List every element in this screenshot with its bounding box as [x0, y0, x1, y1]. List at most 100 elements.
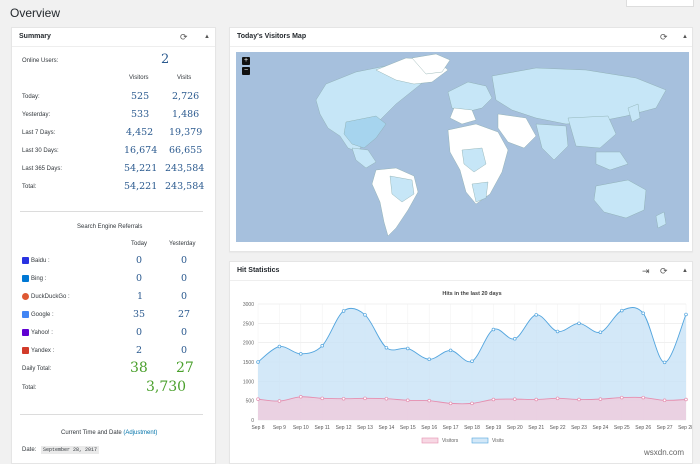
engine-today[interactable]: 0 — [136, 327, 143, 338]
export-icon[interactable]: ⇥ — [642, 266, 650, 276]
summary-row-visits[interactable]: 19,379 — [169, 127, 203, 138]
series-area-visitors — [258, 396, 686, 420]
summary-row-visitors[interactable]: 54,221 — [124, 163, 158, 174]
x-tick-label: Sep 8 — [251, 425, 264, 431]
data-point-visits — [534, 313, 538, 317]
summary-row-label: Last 365 Days: — [22, 166, 63, 172]
divider — [20, 211, 203, 212]
data-point-visitors — [384, 396, 389, 401]
baidu-icon — [22, 257, 29, 264]
collapse-arrow-icon[interactable]: ▲ — [682, 34, 688, 40]
x-tick-label: Sep 28 — [678, 425, 692, 431]
map-country — [593, 179, 647, 219]
hit-statistics-panel: Hit Statistics ⇥ ⟳ ▲ Hits in the last 20… — [229, 261, 693, 464]
time-date-title-text: Current Time and Date — [61, 430, 122, 436]
engine-today[interactable]: 0 — [136, 255, 143, 266]
x-tick-label: Sep 19 — [485, 425, 501, 431]
y-tick-label: 3000 — [243, 302, 254, 308]
engine-yesterday[interactable]: 0 — [181, 255, 188, 266]
y-tick-label: 500 — [246, 399, 255, 405]
summary-row-visitors[interactable]: 16,674 — [124, 145, 158, 156]
data-point-visits — [470, 359, 474, 363]
map-country — [411, 53, 451, 75]
data-point-visitors — [256, 397, 260, 401]
summary-row-visits[interactable]: 1,486 — [172, 109, 200, 120]
x-tick-label: Sep 12 — [336, 425, 352, 431]
engine-label: Yandex : — [31, 348, 55, 354]
data-point-visits — [662, 360, 667, 365]
engine-yesterday[interactable]: 27 — [178, 309, 191, 320]
legend-swatch-visits — [471, 437, 489, 444]
data-point-visitors — [534, 397, 538, 402]
divider — [20, 414, 203, 415]
x-tick-label: Sep 15 — [400, 425, 416, 431]
y-tick-label: 1500 — [243, 360, 254, 366]
yandex-icon — [22, 347, 29, 354]
summary-title: Summary — [19, 33, 51, 40]
data-point-visitors — [513, 397, 517, 401]
data-point-visitors — [299, 395, 303, 399]
engine-label: DuckDuckGo : — [31, 294, 70, 300]
data-point-visitors — [620, 395, 624, 400]
summary-row-visits[interactable]: 243,584 — [165, 163, 205, 174]
x-tick-label: Sep 26 — [635, 425, 651, 431]
world-map[interactable]: + − — [236, 52, 689, 242]
adjustment-link[interactable]: (Adjustment) — [123, 430, 158, 436]
summary-row-label: Yesterday: — [22, 112, 51, 118]
yahoo-icon — [22, 329, 29, 336]
data-point-visits — [684, 312, 688, 317]
visitors-map-panel: Today's Visitors Map ⟳ ▲ — [229, 27, 693, 252]
summary-row-visitors[interactable]: 533 — [131, 109, 150, 120]
x-tick-label: Sep 27 — [657, 425, 673, 431]
map-zoom-in-button[interactable]: + — [242, 57, 250, 65]
engine-yesterday[interactable]: 0 — [181, 273, 188, 284]
engine-yesterday[interactable]: 0 — [181, 291, 188, 302]
map-country — [461, 147, 487, 173]
summary-row-visitors[interactable]: 4,452 — [126, 127, 154, 138]
refresh-icon[interactable]: ⟳ — [180, 32, 188, 42]
data-point-visitors — [406, 398, 410, 403]
summary-row-visits[interactable]: 243,584 — [165, 181, 205, 192]
data-point-visitors — [577, 397, 581, 402]
map-country — [655, 211, 667, 229]
refresh-icon[interactable]: ⟳ — [660, 32, 668, 42]
duckduckgo-icon — [22, 293, 29, 300]
summary-row-visitors[interactable]: 525 — [131, 91, 150, 102]
total-label: Total: — [22, 385, 37, 391]
engine-yesterday[interactable]: 0 — [181, 345, 188, 356]
hits-title: Hit Statistics — [237, 267, 280, 274]
x-tick-label: Sep 10 — [293, 425, 309, 431]
collapse-arrow-icon[interactable]: ▲ — [682, 268, 688, 274]
x-tick-label: Sep 21 — [528, 425, 544, 431]
engine-label: Google : — [31, 312, 54, 318]
engine-yesterday[interactable]: 0 — [181, 327, 188, 338]
daily-total-yesterday: 27 — [176, 360, 194, 376]
summary-row-label: Last 7 Days: — [22, 130, 56, 136]
summary-row-visitors[interactable]: 54,221 — [124, 181, 158, 192]
summary-row-label: Total: — [22, 184, 37, 190]
total-value: 3,730 — [146, 379, 187, 395]
engine-today[interactable]: 1 — [137, 291, 144, 302]
map-country — [449, 107, 477, 125]
data-point-visitors — [491, 397, 496, 402]
engine-today[interactable]: 35 — [133, 309, 146, 320]
collapse-arrow-icon[interactable]: ▲ — [204, 34, 210, 40]
summary-row-label: Today: — [22, 94, 40, 100]
refresh-icon[interactable]: ⟳ — [660, 266, 668, 276]
x-tick-label: Sep 16 — [421, 425, 437, 431]
bing-icon — [22, 275, 29, 282]
summary-row-visits[interactable]: 2,726 — [172, 91, 200, 102]
data-point-visits — [277, 344, 282, 349]
data-point-visits — [384, 345, 389, 350]
data-point-visits — [406, 346, 410, 351]
screen-options-tab[interactable] — [626, 0, 694, 7]
data-point-visitors — [277, 399, 282, 403]
summary-row-visits[interactable]: 66,655 — [169, 145, 203, 156]
legend-label-visits: Visits — [492, 438, 504, 444]
engine-today[interactable]: 0 — [136, 273, 143, 284]
map-zoom-out-button[interactable]: − — [242, 67, 250, 75]
hits-header: Hit Statistics ⇥ ⟳ ▲ — [230, 262, 692, 281]
x-tick-label: Sep 14 — [378, 425, 394, 431]
data-point-visits — [577, 321, 581, 326]
engine-today[interactable]: 2 — [136, 345, 143, 356]
